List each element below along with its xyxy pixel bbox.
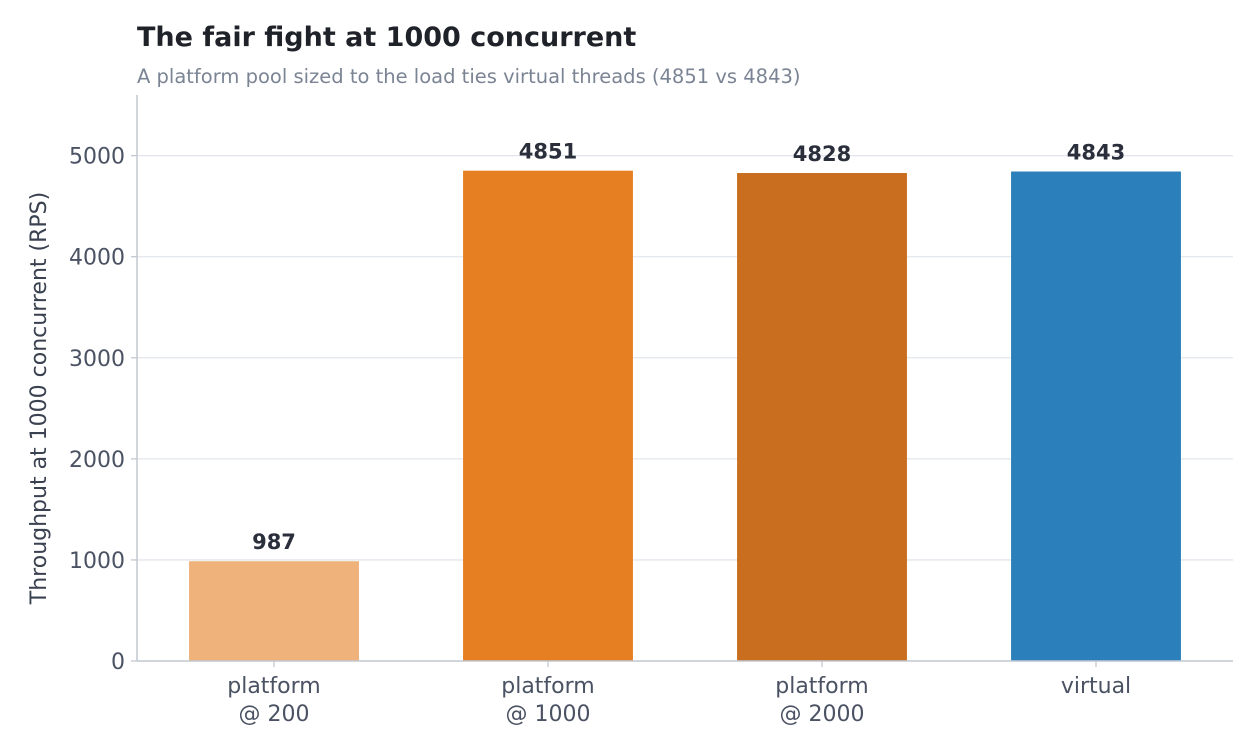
value-label-3: 4843	[1067, 141, 1125, 165]
x-tick-label-line: platform	[775, 674, 868, 699]
x-tick-label-1: platform @ 1000	[501, 674, 594, 727]
x-tick-label-0: platform @ 200	[227, 674, 320, 727]
x-tick-label-line: @ 2000	[780, 702, 865, 727]
x-tick-label-line: @ 1000	[506, 702, 591, 727]
y-tick-label-3000: 3000	[69, 347, 125, 372]
y-tick-label-1000: 1000	[69, 549, 125, 574]
chart-subtitle: A platform pool sized to the load ties v…	[137, 65, 801, 88]
y-tick-label-4000: 4000	[69, 246, 125, 271]
bars	[189, 170, 1181, 661]
y-axis-label: Throughput at 1000 concurrent (RPS)	[27, 192, 52, 605]
x-tick-label-3: virtual	[1061, 674, 1131, 699]
bar-3	[1011, 171, 1181, 661]
bar-0	[189, 561, 359, 661]
y-tick-label-5000: 5000	[69, 145, 125, 170]
x-tick-label-line: platform	[501, 674, 594, 699]
x-tick-label-2: platform @ 2000	[775, 674, 868, 727]
y-tick-label-0: 0	[111, 650, 125, 675]
labels: 0 1000 2000 3000 4000 5000 987 platform @ 200 485…	[27, 140, 1131, 727]
value-label-2: 4828	[793, 142, 851, 166]
x-tick-label-line: platform	[227, 674, 320, 699]
y-tick-label-2000: 2000	[69, 448, 125, 473]
bar-2	[737, 173, 907, 661]
x-tick-label-line: @ 200	[239, 702, 310, 727]
bar-1	[463, 170, 633, 661]
value-label-1: 4851	[519, 140, 577, 164]
x-tick-label-line: virtual	[1061, 674, 1131, 699]
value-label-0: 987	[252, 530, 296, 554]
chart-title: The fair fight at 1000 concurrent	[137, 22, 637, 53]
axes	[131, 95, 1233, 667]
